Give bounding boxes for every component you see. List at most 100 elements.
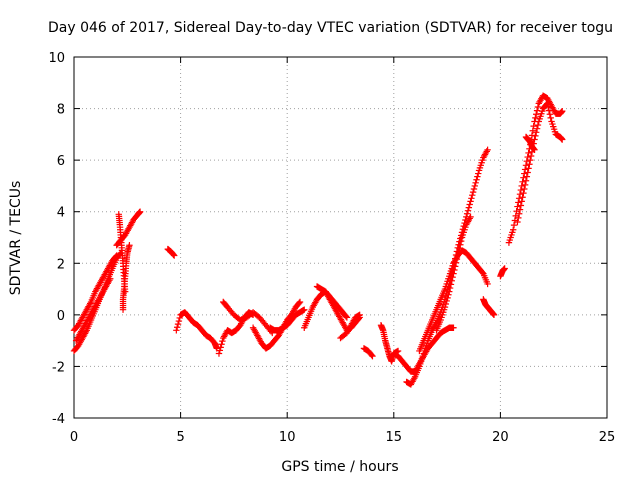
data-point <box>470 185 478 193</box>
data-point <box>466 201 473 208</box>
data-point <box>296 298 304 306</box>
data-point <box>510 221 518 229</box>
data-point <box>484 146 491 154</box>
data-point <box>545 107 553 114</box>
data-point <box>527 152 535 160</box>
data-point <box>170 251 177 258</box>
series-arc25 <box>514 100 566 226</box>
data-point <box>219 337 226 345</box>
series-arc6 <box>119 242 133 313</box>
data-point <box>527 156 534 164</box>
data-point <box>448 277 455 285</box>
x-tick-label: 15 <box>386 430 403 445</box>
data-point <box>175 317 183 325</box>
series-arc7 <box>164 245 178 259</box>
data-point <box>368 351 375 359</box>
data-point <box>215 350 223 357</box>
data-point <box>529 127 537 134</box>
data-point <box>171 252 178 259</box>
data-point <box>453 255 461 263</box>
data-point <box>530 122 537 130</box>
data-point <box>522 177 530 184</box>
series-arc15 <box>337 311 363 342</box>
data-point <box>465 204 473 211</box>
data-point <box>464 207 472 214</box>
data-point <box>451 266 458 274</box>
data-point <box>471 182 479 190</box>
data-point <box>218 341 225 348</box>
data-point <box>532 114 539 122</box>
data-point <box>519 194 526 201</box>
data-point <box>442 300 450 308</box>
data-point <box>447 281 455 288</box>
data-point <box>484 280 491 288</box>
y-tick-label: -2 <box>52 360 65 375</box>
data-point <box>531 146 538 154</box>
data-point <box>457 241 464 248</box>
data-point <box>216 347 224 354</box>
data-point <box>173 327 180 334</box>
data-point <box>523 173 531 180</box>
data-point <box>456 245 463 252</box>
data-point <box>443 297 450 305</box>
data-point <box>173 324 181 331</box>
y-axis-label: SDTVAR / TECUs <box>8 181 24 296</box>
data-point <box>469 188 477 196</box>
data-point <box>516 206 524 213</box>
series-arc20 <box>416 247 491 355</box>
data-point <box>514 218 521 226</box>
data-point <box>524 169 531 176</box>
data-point <box>468 195 475 202</box>
data-point <box>534 121 542 129</box>
series-arc18 <box>390 324 457 375</box>
y-tick-label: 4 <box>57 206 65 221</box>
data-point <box>532 132 539 140</box>
data-point <box>452 263 459 270</box>
axis-ticks: 0 5 10 15 20 25 -4 -2 0 2 4 6 8 10 <box>48 51 615 445</box>
data-point <box>475 170 482 177</box>
data-point <box>559 136 566 143</box>
series-arc11 <box>249 298 304 352</box>
data-point <box>525 165 532 172</box>
data-point <box>559 107 566 115</box>
data-point <box>467 198 474 205</box>
data-point <box>469 192 476 199</box>
data-point <box>446 284 454 292</box>
data-point <box>369 352 376 360</box>
chart-title: Day 046 of 2017, Sidereal Day-to-day VTE… <box>48 20 613 36</box>
data-point <box>521 181 529 189</box>
data-point <box>533 129 540 136</box>
x-tick-label: 20 <box>492 430 509 445</box>
data-point <box>517 202 525 209</box>
data-point <box>526 161 533 168</box>
data-point <box>295 299 303 307</box>
plot-frame <box>73 56 608 419</box>
data-point <box>457 237 465 245</box>
y-tick-label: -4 <box>52 412 65 427</box>
data-point <box>455 248 462 256</box>
data-point <box>518 198 525 205</box>
data-point <box>521 185 528 193</box>
y-tick-label: 10 <box>48 51 65 66</box>
y-tick-label: 0 <box>57 309 65 324</box>
data-point <box>450 270 457 277</box>
data-point <box>301 306 308 313</box>
data-point <box>446 288 453 295</box>
data-point <box>107 275 114 282</box>
data-point <box>176 314 183 322</box>
series-arc12 <box>266 306 308 334</box>
grid-lines <box>74 57 607 418</box>
data-point <box>444 294 451 302</box>
series-arc17 <box>377 321 402 365</box>
data-point <box>136 208 144 215</box>
data-point <box>356 311 363 319</box>
data-point <box>343 314 351 321</box>
data-point <box>501 265 508 272</box>
series-arc16 <box>360 345 376 360</box>
data-point <box>452 259 460 266</box>
series-arc24 <box>505 92 566 246</box>
series-arc14 <box>313 283 351 321</box>
series-arc3 <box>72 275 114 344</box>
series-arc22 <box>480 296 498 319</box>
